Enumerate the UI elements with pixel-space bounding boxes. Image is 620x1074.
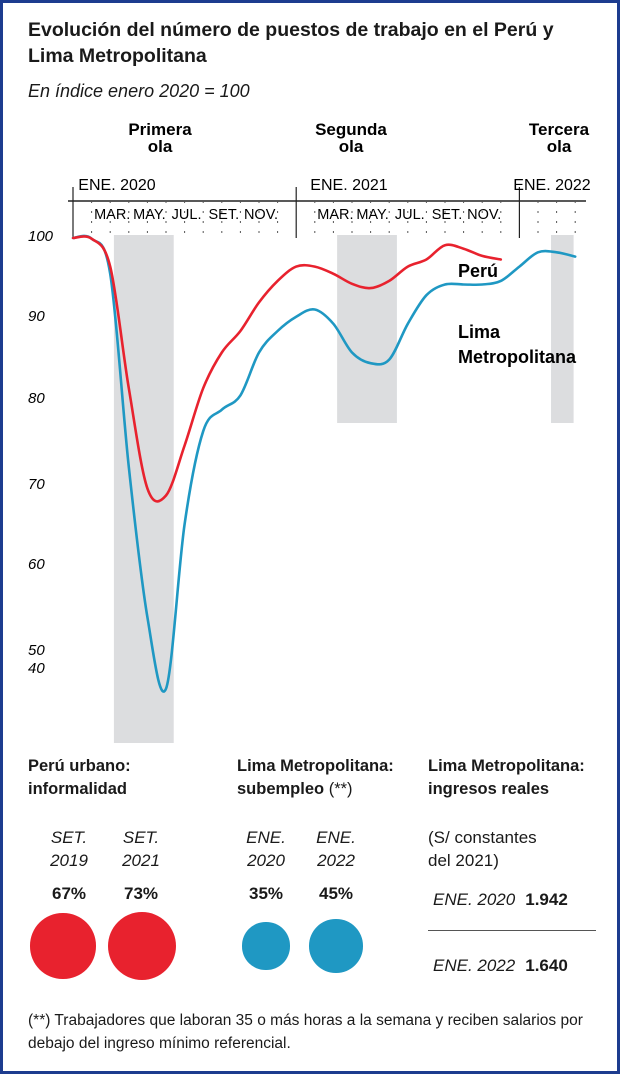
ingresos-divider <box>428 930 596 931</box>
month-label: SET. <box>432 207 463 223</box>
month-label: MAY. <box>133 207 166 223</box>
chart-title: Evolución del número de puestos de traba… <box>28 19 554 67</box>
panel-ingresos-title: Lima Metropolitana: ingresos reales <box>428 757 585 798</box>
year-label: ENE. 2021 <box>310 177 387 194</box>
month-label: MAR. <box>317 207 353 223</box>
ingresos-value-2020: 1.942 <box>525 890 568 909</box>
panel-informalidad: Perú urbano: informalidad <box>28 755 131 801</box>
y-tick-label: 90 <box>28 308 45 325</box>
month-label: SET. <box>208 207 239 223</box>
panel-subempleo: Lima Metropolitana: subempleo (**) <box>237 755 394 801</box>
ingresos-row-2020: ENE. 2020 1.942 <box>433 890 568 909</box>
ingresos-value-2022: 1.640 <box>525 956 568 975</box>
subempleo-circle-2020 <box>242 922 290 970</box>
subempleo-value-2020: 35% <box>248 884 284 903</box>
year-label: ENE. 2020 <box>78 177 155 194</box>
y-tick-label: 60 <box>28 556 45 573</box>
y-tick-label: 100 <box>28 228 54 245</box>
wave-label: ola <box>547 137 572 156</box>
informalidad-circle-2021 <box>108 912 176 980</box>
panel-subempleo-title: Lima Metropolitana: subempleo (**) <box>237 757 394 798</box>
wave-band <box>551 235 574 423</box>
wave-label: ola <box>148 137 173 156</box>
wave-label: ola <box>339 137 364 156</box>
subempleo-item-2022: ENE. 2022 45% <box>309 826 363 904</box>
y-tick-label: 70 <box>28 476 45 493</box>
panel-ingresos: Lima Metropolitana: ingresos reales <box>428 755 585 801</box>
subempleo-circle-2022 <box>309 919 363 973</box>
year-label: ENE. 2022 <box>513 177 590 194</box>
month-label: JUL. <box>172 207 202 223</box>
wave-band <box>113 235 174 743</box>
series-label-lima-line2: Metropolitana <box>458 347 577 367</box>
month-label: NOV. <box>244 207 278 223</box>
informalidad-item-2019: SET. 2019 67% <box>43 826 95 904</box>
y-tick-label: 40 <box>28 660 45 677</box>
month-label: MAY. <box>356 207 389 223</box>
y-tick-label: 50 <box>28 642 45 659</box>
ingresos-row-2022: ENE. 2022 1.640 <box>433 956 568 975</box>
subempleo-item-2020: ENE. 2020 35% <box>239 826 293 904</box>
informalidad-circle-2019 <box>30 913 96 979</box>
panel-informalidad-title: Perú urbano: informalidad <box>28 757 131 798</box>
y-tick-label: 80 <box>28 390 45 407</box>
wave-label: Tercera <box>529 120 590 139</box>
informalidad-item-2021: SET. 2021 73% <box>115 826 167 904</box>
month-label: MAR. <box>94 207 130 223</box>
series-line-peru <box>71 235 503 503</box>
month-label: JUL. <box>395 207 425 223</box>
footnote: (**) Trabajadores que laboran 35 o más h… <box>28 1012 583 1052</box>
chart-subtitle: En índice enero 2020 = 100 <box>28 81 250 101</box>
wave-label: Segunda <box>315 120 387 139</box>
wave-band <box>337 235 397 423</box>
series-label-peru: Perú <box>458 261 498 281</box>
series-label-lima-line1: Lima <box>458 322 501 342</box>
informalidad-value-2019: 67% <box>51 884 87 903</box>
subempleo-value-2022: 45% <box>318 884 354 903</box>
month-label: NOV. <box>467 207 501 223</box>
informalidad-value-2021: 73% <box>123 884 159 903</box>
ingresos-note: (S/ constantes del 2021) <box>428 828 537 870</box>
series-line-lima <box>71 234 577 693</box>
wave-label: Primera <box>128 120 192 139</box>
